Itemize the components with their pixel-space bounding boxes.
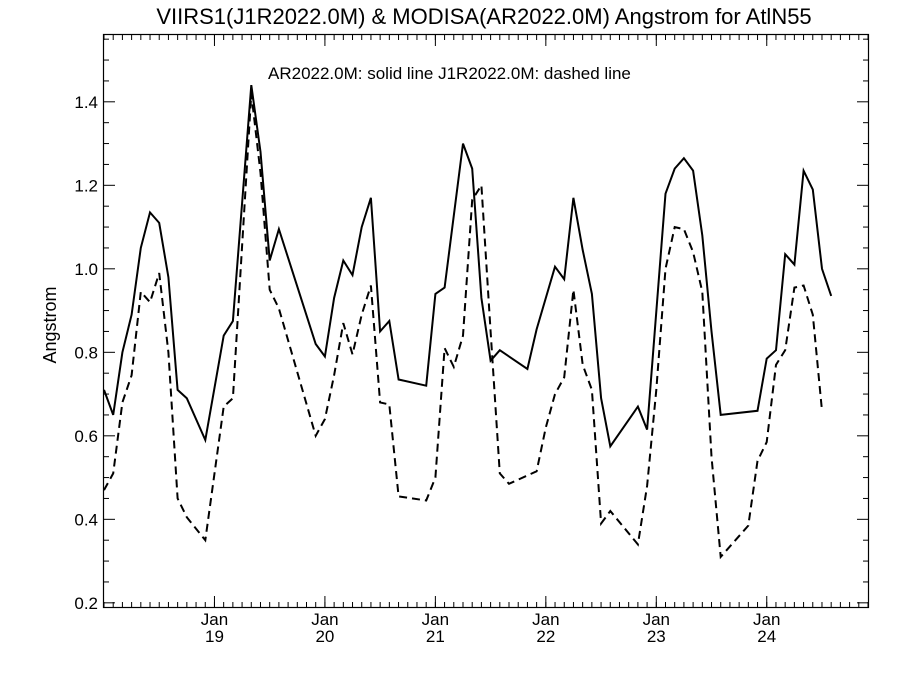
x-tick-year-label: 21 — [426, 627, 445, 646]
x-tick-month-label: Jan — [753, 610, 780, 629]
y-tick-label: 0.6 — [74, 427, 98, 446]
series-layer — [103, 84, 833, 560]
x-tick-month-label: Jan — [311, 610, 338, 629]
x-tick-year-label: 23 — [647, 627, 666, 646]
series-line-solid — [103, 84, 833, 449]
x-tick-year-label: 19 — [205, 627, 224, 646]
y-tick-label: 0.4 — [74, 510, 98, 529]
y-tick-label: 1.0 — [74, 260, 98, 279]
series-line-dashed — [103, 93, 823, 560]
x-tick-year-label: 22 — [536, 627, 555, 646]
y-tick-label: 0.2 — [74, 594, 98, 613]
x-tick-month-label: Jan — [532, 610, 559, 629]
x-tick-month-label: Jan — [422, 610, 449, 629]
y-tick-label: 0.8 — [74, 343, 98, 362]
x-tick-year-label: 20 — [315, 627, 334, 646]
x-tick-month-label: Jan — [201, 610, 228, 629]
line-style-note: AR2022.0M: solid line J1R2022.0M: dashed… — [268, 64, 631, 83]
x-tick-year-label: 24 — [757, 627, 776, 646]
y-axis-label: Angstrom — [40, 286, 60, 363]
y-axis: 0.2 0.4 0.6 0.8 1.0 1.2 1.4 — [74, 38, 868, 613]
chart-title: VIIRS1(J1R2022.0M) & MODISA(AR2022.0M) A… — [156, 4, 811, 29]
plot-frame — [102, 33, 870, 609]
y-tick-label: 1.4 — [74, 93, 98, 112]
y-tick-label: 1.2 — [74, 176, 98, 195]
x-tick-month-label: Jan — [643, 610, 670, 629]
